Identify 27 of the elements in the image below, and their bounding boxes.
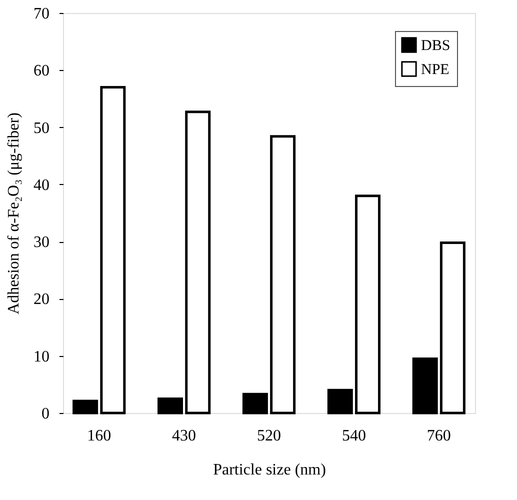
legend-label: NPE (421, 62, 450, 78)
bar (327, 388, 353, 414)
y-axis-title: Adhesion of α-Fe₂O₃ (μg-fiber) (6, 112, 22, 314)
y-tick-label: 20 (34, 291, 50, 308)
bar (185, 110, 211, 414)
legend-label: DBS (421, 38, 450, 54)
bar (440, 241, 466, 414)
x-tick-label: 430 (172, 428, 196, 444)
x-tick-label: 760 (426, 428, 451, 444)
x-axis-title: Particle size (nm) (213, 462, 326, 478)
x-tick-label: 520 (257, 428, 281, 444)
bar (72, 400, 98, 414)
y-tick-label: 30 (34, 234, 50, 252)
y-tick-label: 0 (42, 406, 50, 422)
bar (157, 397, 183, 414)
y-tick-label: 70 (34, 6, 50, 22)
y-tick-label: 50 (34, 120, 50, 137)
bar (242, 392, 268, 414)
x-tick-label: 160 (87, 428, 112, 444)
y-tick-label: 40 (34, 176, 50, 194)
y-tick-label: 10 (34, 348, 50, 366)
y-tick-label: 60 (34, 62, 50, 80)
bar (355, 194, 381, 414)
bar (100, 86, 126, 414)
x-tick-label: 540 (342, 428, 366, 444)
bar (270, 135, 296, 414)
bar (412, 357, 438, 414)
